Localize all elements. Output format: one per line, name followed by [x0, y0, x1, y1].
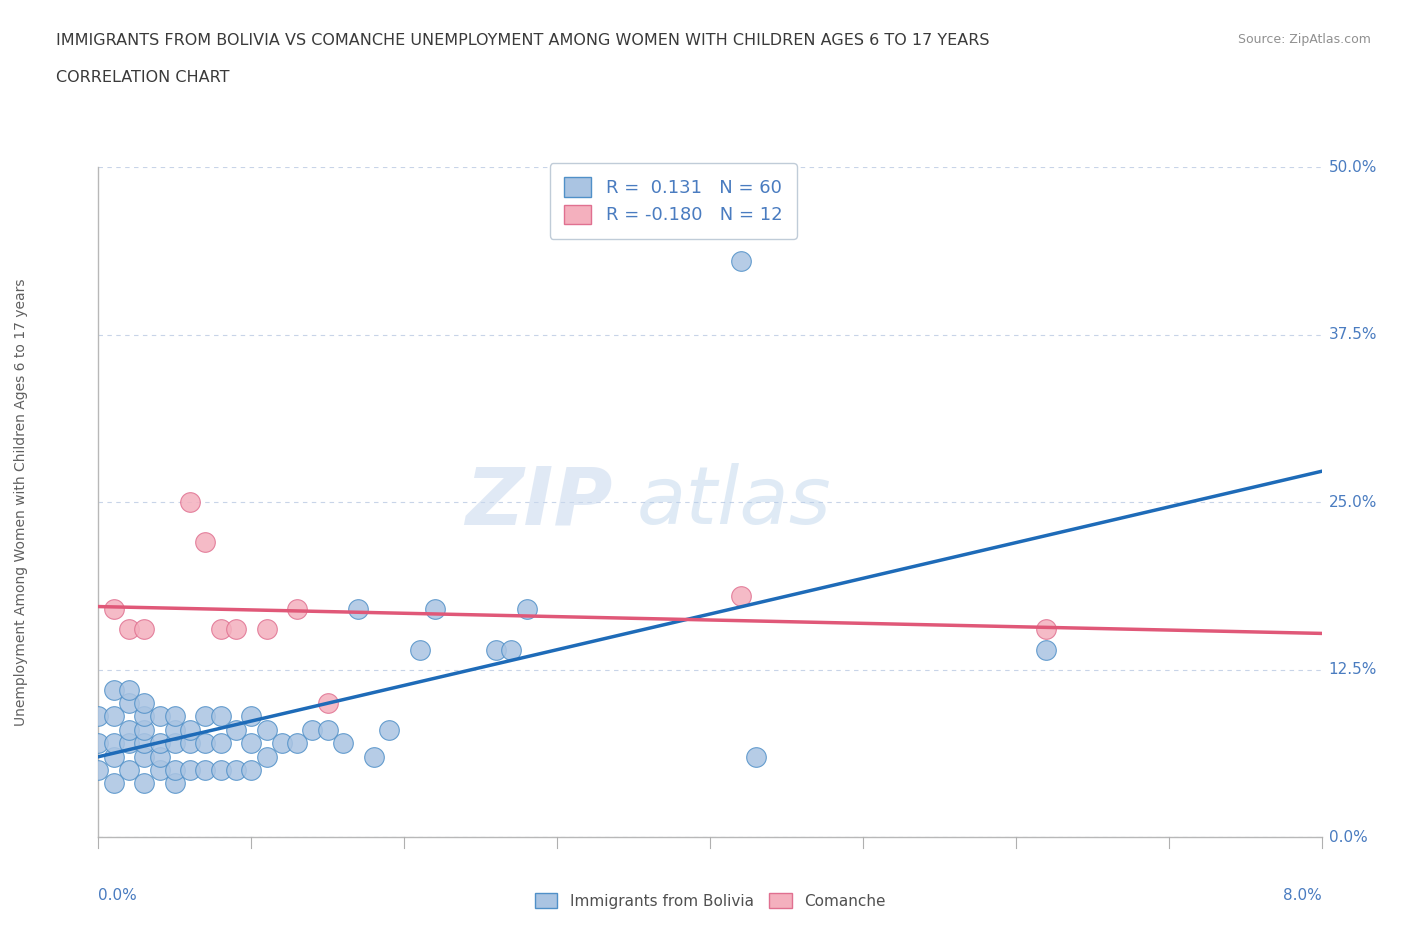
Point — [134, 736, 156, 751]
Point — [87, 763, 110, 777]
Point — [179, 723, 201, 737]
Point — [118, 723, 141, 737]
Point — [194, 535, 217, 550]
Point — [163, 723, 186, 737]
Text: 0.0%: 0.0% — [1329, 830, 1368, 844]
Text: 50.0%: 50.0% — [1329, 160, 1376, 175]
Text: 12.5%: 12.5% — [1329, 662, 1376, 677]
Point — [118, 736, 141, 751]
Point — [103, 683, 125, 698]
Text: 0.0%: 0.0% — [98, 888, 138, 903]
Point — [485, 642, 508, 657]
Point — [408, 642, 430, 657]
Point — [256, 622, 278, 637]
Point — [209, 622, 232, 637]
Point — [118, 622, 141, 637]
Point — [87, 709, 110, 724]
Point — [301, 723, 323, 737]
Point — [103, 736, 125, 751]
Point — [163, 763, 186, 777]
Point — [423, 602, 446, 617]
Point — [270, 736, 294, 751]
Point — [256, 723, 278, 737]
Point — [316, 696, 339, 711]
Legend: Immigrants from Bolivia, Comanche: Immigrants from Bolivia, Comanche — [527, 885, 893, 916]
Point — [363, 750, 385, 764]
Point — [134, 709, 156, 724]
Point — [194, 736, 217, 751]
Point — [240, 763, 263, 777]
Point — [134, 750, 156, 764]
Point — [225, 622, 247, 637]
Point — [134, 723, 156, 737]
Point — [134, 776, 156, 790]
Point — [730, 589, 752, 604]
Text: ZIP: ZIP — [465, 463, 612, 541]
Point — [316, 723, 339, 737]
Point — [240, 709, 263, 724]
Point — [285, 736, 308, 751]
Point — [179, 495, 201, 510]
Point — [225, 723, 247, 737]
Point — [163, 736, 186, 751]
Point — [118, 696, 141, 711]
Point — [134, 622, 156, 637]
Point — [347, 602, 370, 617]
Point — [103, 709, 125, 724]
Point — [1035, 642, 1057, 657]
Point — [118, 683, 141, 698]
Point — [149, 750, 172, 764]
Point — [240, 736, 263, 751]
Point — [118, 763, 141, 777]
Point — [285, 602, 308, 617]
Point — [209, 709, 232, 724]
Point — [103, 776, 125, 790]
Text: IMMIGRANTS FROM BOLIVIA VS COMANCHE UNEMPLOYMENT AMONG WOMEN WITH CHILDREN AGES : IMMIGRANTS FROM BOLIVIA VS COMANCHE UNEM… — [56, 33, 990, 47]
Text: CORRELATION CHART: CORRELATION CHART — [56, 70, 229, 85]
Text: Source: ZipAtlas.com: Source: ZipAtlas.com — [1237, 33, 1371, 46]
Text: 25.0%: 25.0% — [1329, 495, 1376, 510]
Point — [87, 736, 110, 751]
Point — [745, 750, 768, 764]
Text: 8.0%: 8.0% — [1282, 888, 1322, 903]
Text: 37.5%: 37.5% — [1329, 327, 1376, 342]
Point — [179, 763, 201, 777]
Point — [179, 736, 201, 751]
Point — [209, 736, 232, 751]
Point — [501, 642, 523, 657]
Point — [134, 696, 156, 711]
Point — [149, 763, 172, 777]
Text: atlas: atlas — [637, 463, 831, 541]
Point — [1035, 622, 1057, 637]
Point — [163, 776, 186, 790]
Point — [332, 736, 354, 751]
Point — [103, 602, 125, 617]
Point — [149, 709, 172, 724]
Point — [209, 763, 232, 777]
Text: Unemployment Among Women with Children Ages 6 to 17 years: Unemployment Among Women with Children A… — [14, 278, 28, 726]
Point — [378, 723, 401, 737]
Point — [225, 763, 247, 777]
Point — [730, 254, 752, 269]
Point — [516, 602, 538, 617]
Point — [194, 709, 217, 724]
Point — [149, 736, 172, 751]
Point — [103, 750, 125, 764]
Point — [163, 709, 186, 724]
Point — [256, 750, 278, 764]
Point — [194, 763, 217, 777]
